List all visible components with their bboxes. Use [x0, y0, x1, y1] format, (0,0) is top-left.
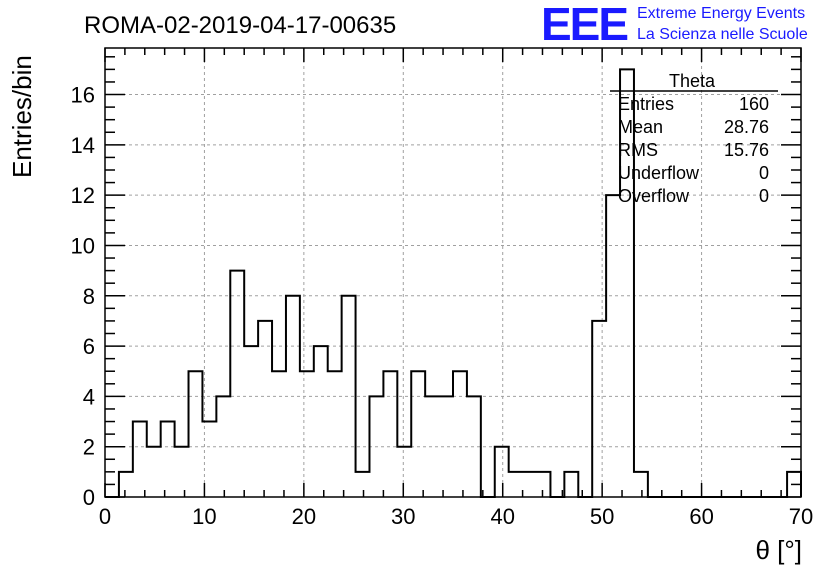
y-tick-labels: 0 2 4 6 8 10 12 14 16	[71, 83, 95, 510]
y-tick-label: 0	[83, 485, 95, 510]
y-tick-label: 2	[83, 435, 95, 460]
stats-value-overflow: 0	[759, 186, 769, 206]
y-tick-label: 6	[83, 334, 95, 359]
chart-title: ROMA-02-2019-04-17-00635	[84, 12, 396, 39]
stats-value-entries: 160	[739, 94, 769, 114]
stats-label-rms: RMS	[618, 140, 658, 160]
y-tick-label: 16	[71, 83, 95, 108]
y-axis-label: Entries/bin	[7, 55, 37, 178]
x-tick-label: 20	[292, 504, 316, 529]
x-tick-label: 70	[789, 504, 813, 529]
y-tick-label: 10	[71, 233, 95, 258]
histogram-bars	[105, 68, 802, 498]
stats-label-entries: Entries	[618, 94, 674, 114]
stats-value-underflow: 0	[759, 163, 769, 183]
x-tick-labels: 0 10 20 30 40 50 60 70	[99, 504, 813, 529]
x-tick-label: 40	[490, 504, 514, 529]
y-tick-label: 4	[83, 384, 95, 409]
eee-logo-line1: Extreme Energy Events	[637, 5, 805, 22]
plot-frame-rect	[104, 47, 802, 498]
y-tick-label: 8	[83, 284, 95, 309]
x-tick-label: 0	[99, 504, 111, 529]
stats-label-underflow: Underflow	[618, 163, 700, 183]
x-axis-label: θ [°]	[755, 535, 802, 565]
x-tick-label: 30	[391, 504, 415, 529]
eee-logo-line2: La Scienza nelle Scuole	[637, 26, 808, 43]
eee-logo-mark: EEE	[541, 0, 627, 50]
histogram-outline	[105, 68, 802, 498]
y-tick-label: 14	[71, 133, 95, 158]
stats-box: Theta Entries 160 Mean 28.76 RMS 15.76 U…	[610, 71, 778, 206]
eee-logo: EEE Extreme Energy Events La Scienza nel…	[541, 0, 808, 50]
x-tick-label: 10	[192, 504, 216, 529]
axis-ticks	[104, 48, 802, 498]
x-tick-label: 60	[689, 504, 713, 529]
plot-frame	[104, 47, 802, 498]
stats-label-mean: Mean	[618, 117, 663, 137]
x-tick-label: 50	[590, 504, 614, 529]
stats-value-mean: 28.76	[724, 117, 769, 137]
stats-box-title: Theta	[669, 71, 716, 91]
stats-value-rms: 15.76	[724, 140, 769, 160]
stats-label-overflow: Overflow	[618, 186, 690, 206]
y-tick-label: 12	[71, 183, 95, 208]
